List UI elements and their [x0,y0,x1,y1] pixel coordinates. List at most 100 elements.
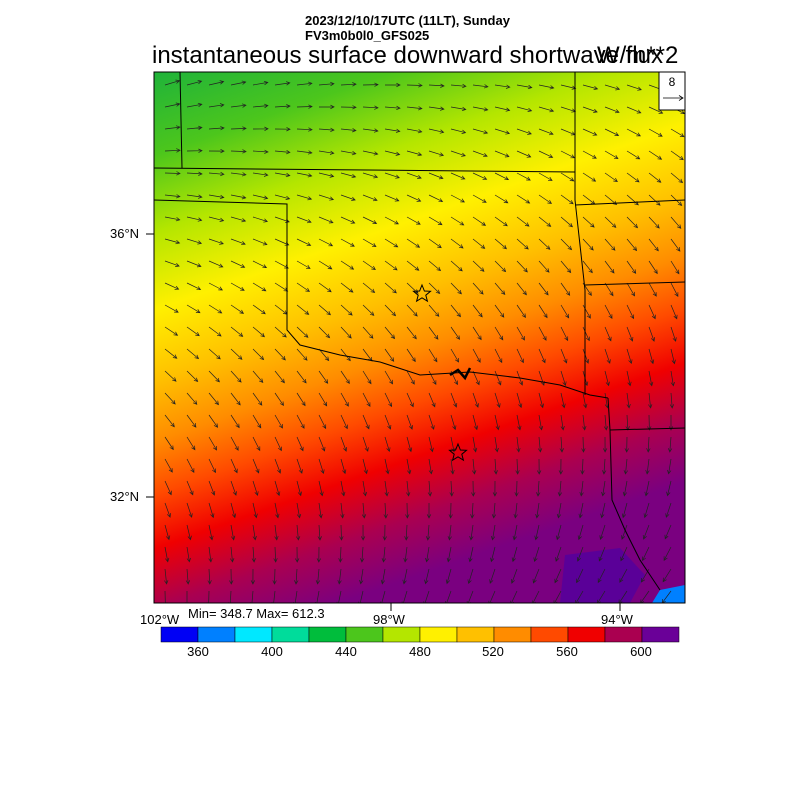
wind-arrow [604,238,616,251]
wind-arrow [208,304,223,314]
state-borders [154,72,685,591]
wind-arrow [560,414,565,431]
wind-arrow [274,282,289,292]
wind-arrow [604,106,620,114]
wind-arrow [186,480,194,496]
wind-arrow [604,128,620,136]
wind-arrow [252,348,265,361]
wind-arrow [647,414,652,431]
wind-arrow [406,370,415,385]
wind-arrow [252,194,269,200]
wind-arrow [648,392,653,409]
wind-arrow [538,106,555,113]
wind-arrow [252,524,257,541]
wind-arrow [428,172,444,180]
wind-arrow [626,238,638,252]
wind-arrow [472,414,479,431]
wind-arrow [645,458,650,475]
wind-arrow [340,458,347,475]
timestamp: 2023/12/10/17UTC (11LT), Sunday [305,13,510,28]
wind-arrow [559,436,564,453]
wind-arrow [472,392,479,408]
wind-arrow [362,436,369,452]
wind-arrow [560,216,573,228]
wind-arrow [186,79,203,86]
wind-arrow [538,392,544,409]
wind-arrow [579,480,584,497]
wind-arrow [296,150,313,155]
wind-arrow [362,392,371,407]
wind-arrow [186,326,200,337]
wind-arrow [626,282,635,297]
wind-arrow [296,81,313,86]
wind-arrow [646,436,651,453]
wind-arrow [558,458,564,475]
wind-arrow [648,216,660,229]
wind-arrow [576,568,584,584]
wind-arrow [164,304,179,313]
wind-arrow [314,590,320,603]
wind-arrow [384,458,390,475]
colorbar-swatch [345,626,384,643]
wind-arrow [428,370,437,385]
wind-arrow [252,149,269,154]
wind-arrow [582,172,597,182]
wind-arrow [604,348,611,364]
colorbar-label: 440 [335,644,357,659]
shortwave-flux-field [154,72,685,603]
wind-arrow [532,568,540,584]
wind-arrow [626,304,635,320]
wind-arrow [538,304,548,319]
wind-arrow [208,126,225,131]
wind-arrow [340,194,356,201]
wind-arrow [555,546,562,562]
colorbar-label: 520 [482,644,504,659]
wind-arrow [340,502,345,519]
wind-arrow [252,126,269,132]
wind-arrow [384,414,392,430]
wind-arrow [560,392,566,409]
wind-arrow [163,590,168,603]
wind-arrow [318,127,335,133]
wind-arrow [560,326,569,342]
wind-arrow [340,260,355,270]
wind-arrow [384,260,398,271]
wind-arrow [252,370,264,383]
wind-arrow [230,238,246,246]
wind-arrow [406,150,423,157]
wind-arrow [186,458,195,473]
wind-arrow [186,392,198,405]
wind-arrow [164,282,180,290]
wind-arrow [318,502,323,519]
wind-arrow [296,194,313,201]
wind-arrow [640,590,650,603]
wind-arrow [274,524,279,541]
wind-arrow [450,436,456,453]
wind-arrow [494,304,505,318]
wind-arrow [576,546,584,562]
wind-arrow [362,105,379,110]
wind-arrow [252,392,263,406]
wind-arrow [450,172,466,180]
wind-arrow [648,370,654,387]
wind-arrow [318,370,329,384]
wind-arrow [556,524,562,541]
wind-arrow [450,326,461,340]
wind-arrow [602,458,607,475]
wind-arrow [648,150,663,160]
wind-arrow [296,127,313,132]
wind-arrow [450,238,464,249]
wind-arrow [252,458,260,474]
colorbar-swatch [530,626,569,643]
wind-arrow [448,502,453,519]
wind-arrow [494,414,500,431]
wind-arrow [384,326,396,340]
wind-arrow [494,436,499,453]
wind-arrow [404,524,409,541]
wind-arrow [626,128,641,137]
wind-arrow [648,260,658,275]
colorbar-label: 480 [409,644,431,659]
wind-arrow [619,568,628,583]
map-ticks [146,233,621,611]
wind-arrow [186,102,203,108]
